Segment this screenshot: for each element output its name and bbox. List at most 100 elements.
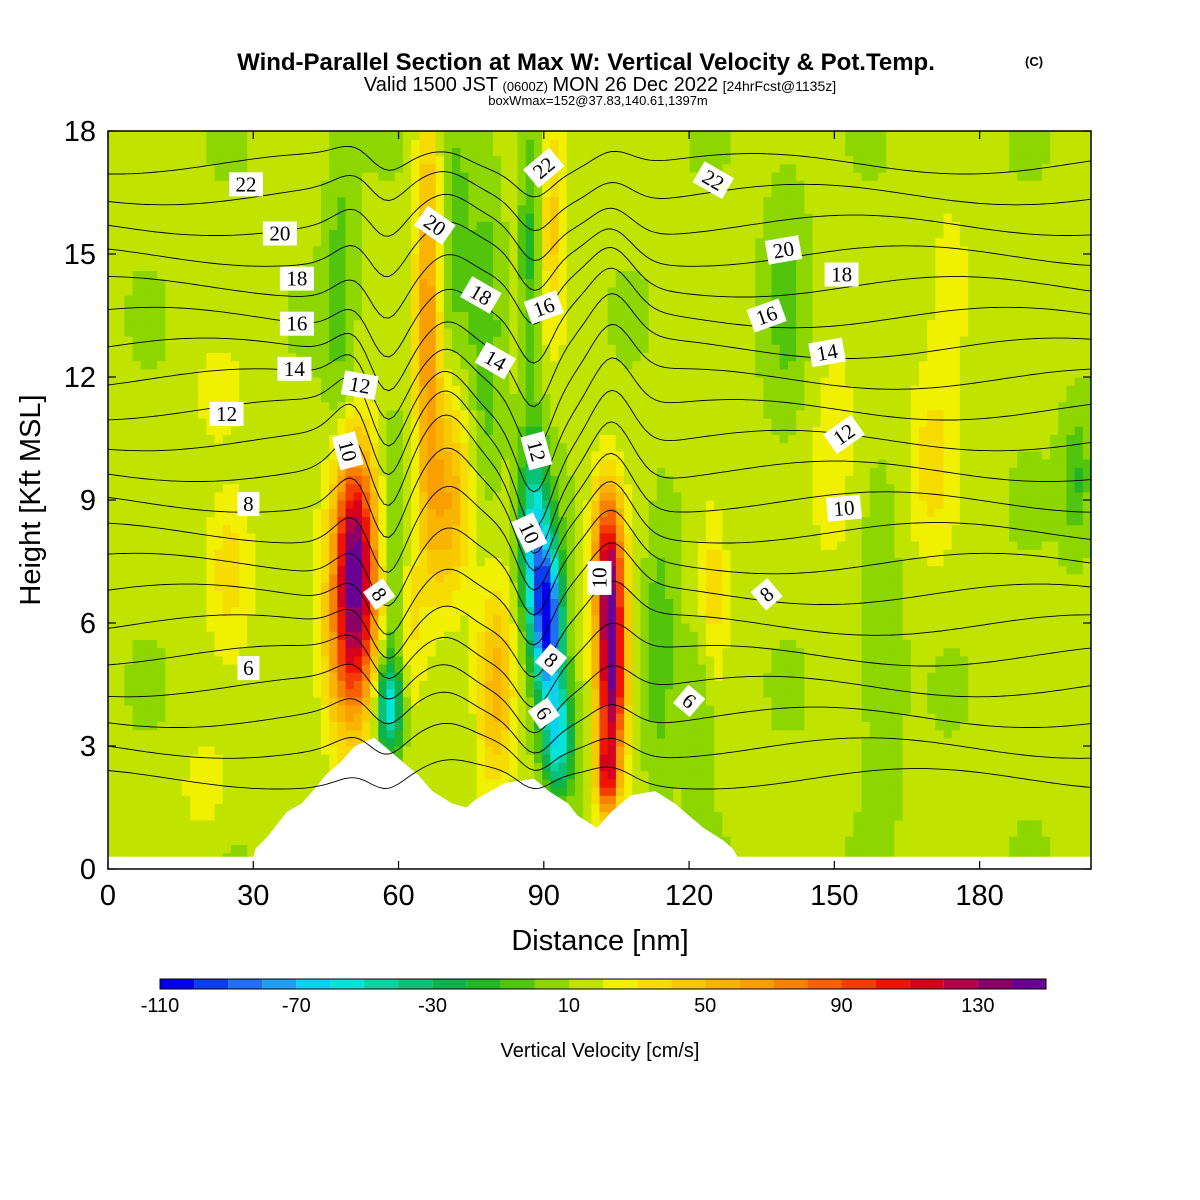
velocity-cell (1009, 819, 1018, 829)
velocity-cell (918, 639, 928, 649)
velocity-cell (787, 713, 797, 722)
velocity-cell (427, 655, 437, 665)
velocity-cell (1074, 713, 1084, 722)
velocity-cell (239, 844, 248, 854)
velocity-cell (370, 721, 379, 731)
velocity-cell (493, 631, 502, 640)
velocity-cell (812, 778, 822, 788)
velocity-cell (132, 688, 142, 698)
velocity-cell (771, 713, 781, 722)
velocity-cell (296, 754, 306, 763)
velocity-cell (1000, 557, 1010, 567)
velocity-cell (476, 778, 486, 788)
velocity-cell (796, 836, 805, 845)
box-info: boxWmax=152@37.83,140.61,1397m (488, 93, 708, 108)
velocity-cell (804, 721, 814, 731)
velocity-cell (992, 705, 1002, 714)
velocity-cell (222, 582, 232, 591)
velocity-cell (468, 532, 478, 542)
velocity-cell (820, 565, 830, 575)
velocity-cell (763, 713, 773, 722)
velocity-cell (230, 705, 240, 714)
velocity-cell (681, 729, 691, 739)
velocity-cell (214, 524, 224, 534)
velocity-cell (1041, 541, 1051, 550)
velocity-cell (730, 647, 740, 657)
velocity-cell (1009, 655, 1018, 665)
velocity-cell (304, 664, 314, 673)
velocity-cell (624, 614, 633, 624)
velocity-cell (1082, 729, 1091, 739)
velocity-cell (157, 803, 166, 813)
velocity-cell (902, 672, 912, 681)
velocity-cell (837, 811, 846, 821)
velocity-cell (165, 844, 175, 854)
velocity-cell (525, 729, 535, 739)
velocity-cell (173, 795, 183, 804)
velocity-cell (230, 778, 240, 788)
velocity-cell (263, 803, 273, 813)
velocity-cell (566, 746, 576, 755)
velocity-cell (755, 606, 764, 616)
velocity-cell (648, 664, 658, 673)
velocity-cell (1074, 688, 1084, 698)
velocity-cell (927, 532, 936, 542)
velocity-cell (976, 729, 986, 739)
velocity-cell (746, 713, 756, 722)
velocity-cell (779, 828, 789, 837)
velocity-cell (837, 828, 846, 837)
velocity-cell (116, 778, 125, 788)
velocity-cell (894, 828, 904, 837)
velocity-cell (394, 664, 404, 673)
velocity-cell (828, 844, 838, 854)
velocity-cell (574, 532, 584, 542)
velocity-cell (746, 811, 756, 821)
velocity-cell (574, 672, 584, 681)
velocity-cell (501, 549, 510, 558)
velocity-cell (165, 705, 175, 714)
velocity-cell (959, 639, 969, 649)
velocity-cell (894, 623, 904, 632)
velocity-cell (943, 770, 953, 780)
velocity-cell (648, 598, 658, 608)
velocity-cell (566, 541, 576, 550)
velocity-cell (108, 819, 117, 829)
velocity-cell (181, 647, 191, 657)
velocity-cell (1050, 672, 1059, 681)
velocity-cell (656, 672, 666, 681)
velocity-cell (812, 647, 822, 657)
velocity-cell (820, 606, 830, 616)
velocity-cell (746, 631, 756, 640)
velocity-cell (1025, 647, 1035, 657)
velocity-cell (181, 672, 191, 681)
velocity-cell (468, 795, 478, 804)
velocity-cell (460, 688, 470, 698)
velocity-cell (640, 606, 650, 616)
velocity-cell (771, 614, 781, 624)
velocity-cell (968, 598, 977, 608)
velocity-cell (378, 737, 388, 747)
velocity-cell (607, 639, 617, 649)
velocity-cell (296, 639, 306, 649)
velocity-cell (918, 664, 928, 673)
velocity-cell (419, 721, 429, 731)
velocity-cell (198, 844, 207, 854)
velocity-cell (845, 696, 855, 706)
velocity-cell (148, 811, 158, 821)
velocity-cell (787, 705, 797, 714)
velocity-cell (787, 672, 797, 681)
velocity-cell (509, 762, 519, 772)
velocity-cell (722, 680, 732, 690)
velocity-cell (886, 762, 895, 772)
velocity-cell (935, 778, 945, 788)
velocity-cell (116, 680, 125, 690)
velocity-cell (968, 729, 977, 739)
velocity-cell (656, 647, 666, 657)
velocity-cell (509, 606, 519, 616)
velocity-cell (566, 606, 576, 616)
velocity-cell (345, 672, 355, 681)
velocity-cell (533, 590, 543, 599)
velocity-cell (599, 655, 609, 665)
velocity-cell (288, 803, 298, 813)
velocity-cell (837, 565, 846, 575)
